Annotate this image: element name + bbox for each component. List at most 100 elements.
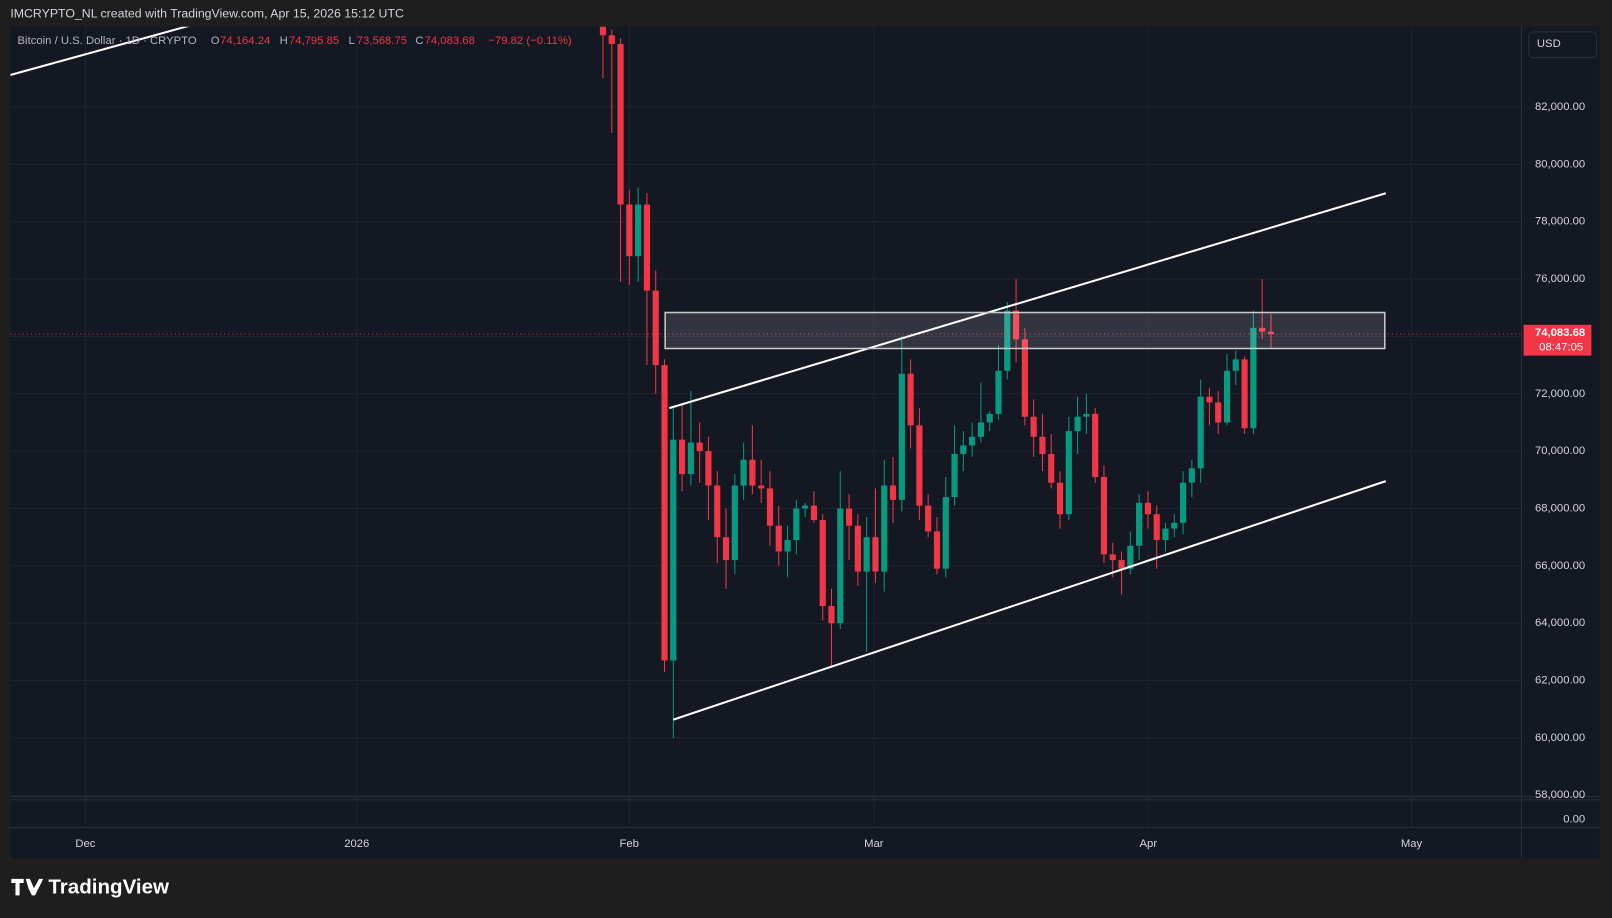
y-tick-label: 72,000.00 bbox=[1535, 388, 1585, 400]
candle-body bbox=[916, 425, 923, 506]
candle-body bbox=[749, 459, 756, 486]
candle-body bbox=[1012, 310, 1020, 340]
candle-body bbox=[925, 505, 932, 532]
legend-label: C bbox=[415, 35, 423, 47]
candle-body bbox=[1074, 416, 1081, 432]
candle-body bbox=[872, 537, 879, 572]
candle-body bbox=[1083, 413, 1090, 417]
candle-body bbox=[1004, 310, 1011, 371]
candle-body bbox=[1048, 454, 1055, 483]
candle-body bbox=[766, 488, 774, 526]
candle-body bbox=[942, 497, 949, 569]
candle-body bbox=[1127, 545, 1134, 569]
candle-body bbox=[995, 370, 1002, 414]
candle-body bbox=[1136, 502, 1143, 546]
y-tick-label: 78,000.00 bbox=[1535, 216, 1585, 228]
currency[interactable]: USD bbox=[1537, 38, 1561, 50]
candle-body bbox=[670, 439, 677, 661]
candle-body bbox=[643, 204, 651, 291]
candle-body bbox=[793, 508, 800, 541]
candle-body bbox=[802, 505, 809, 509]
candle-body bbox=[951, 454, 958, 498]
chart-panel bbox=[10, 26, 1600, 859]
candle-body bbox=[1223, 370, 1231, 423]
legend-label: O bbox=[211, 35, 220, 47]
candle-body bbox=[889, 485, 897, 500]
candle-body bbox=[810, 505, 817, 520]
candle-body bbox=[1100, 476, 1108, 555]
y-tick-label: 80,000.00 bbox=[1535, 158, 1585, 170]
candle-body bbox=[687, 442, 694, 475]
candle-body bbox=[1188, 468, 1195, 483]
candle-body bbox=[731, 485, 738, 561]
candle-body bbox=[775, 525, 782, 552]
candle-body bbox=[960, 445, 967, 455]
x-tick-label: 2026 bbox=[344, 838, 369, 850]
candle-body bbox=[678, 439, 686, 475]
legend-value: 74,164.24 bbox=[220, 35, 270, 47]
y-tick-label: 0.00 bbox=[1563, 813, 1585, 825]
candle-body bbox=[1109, 554, 1116, 561]
y-tick-label: 68,000.00 bbox=[1535, 502, 1585, 514]
grid bbox=[10, 26, 1522, 828]
channel-upper bbox=[668, 192, 1387, 410]
y-tick-label: 82,000.00 bbox=[1535, 101, 1585, 113]
candle-body bbox=[828, 605, 835, 624]
candle-body bbox=[837, 508, 844, 624]
y-tick-label: 62,000.00 bbox=[1535, 675, 1585, 687]
legend-label: H bbox=[280, 35, 288, 47]
candle-body bbox=[617, 43, 624, 205]
legend-label: L bbox=[349, 35, 355, 47]
candle-body bbox=[1259, 327, 1266, 332]
candle-body bbox=[1197, 396, 1204, 469]
channel-lower bbox=[673, 480, 1387, 721]
trend-line bbox=[10, 26, 190, 77]
candle-body bbox=[1021, 339, 1028, 417]
candle-body bbox=[1241, 359, 1248, 429]
currency-button[interactable] bbox=[1528, 31, 1598, 59]
candle-body bbox=[626, 204, 633, 257]
brand-name: TradingView bbox=[48, 876, 170, 899]
x-tick-label: May bbox=[1401, 838, 1423, 850]
candle-body bbox=[740, 459, 747, 486]
x-tick-label: Mar bbox=[864, 838, 884, 850]
resistance-zone bbox=[664, 311, 1386, 350]
candle-body bbox=[819, 519, 826, 606]
header: IMCRYPTO_NL created with TradingView.com… bbox=[10, 7, 404, 21]
price-tag-label: 74,083.68 bbox=[1535, 327, 1585, 339]
candle-body bbox=[881, 485, 888, 572]
candle-body bbox=[986, 413, 993, 423]
legend: Bitcoin / U.S. Dollar · 1D · CRYPTO O 74… bbox=[18, 35, 572, 47]
candle-body bbox=[1162, 528, 1169, 541]
candle-body bbox=[854, 525, 861, 572]
legend-value: 74,795.85 bbox=[289, 35, 339, 47]
candle-body bbox=[1232, 359, 1239, 371]
countdown: 08:47:05 bbox=[1539, 341, 1583, 353]
legend-change: −79.82 (−0.11%) bbox=[488, 35, 572, 47]
candle-body bbox=[1030, 416, 1037, 437]
candle-body bbox=[722, 537, 730, 561]
candle-body bbox=[1267, 331, 1275, 335]
candle-body bbox=[758, 485, 765, 489]
candle-body bbox=[784, 540, 791, 552]
drawings bbox=[10, 26, 1387, 721]
y-tick-label: 70,000.00 bbox=[1535, 445, 1585, 457]
candle-body bbox=[1065, 431, 1072, 515]
candle-body bbox=[1153, 514, 1160, 541]
legend-value: 73,568.75 bbox=[357, 35, 407, 47]
candle-body bbox=[845, 508, 853, 526]
candle-body bbox=[714, 485, 721, 538]
candle-body bbox=[1118, 560, 1125, 569]
candle-body bbox=[1179, 482, 1187, 523]
candle-body bbox=[977, 422, 984, 437]
y-tick-label: 64,000.00 bbox=[1535, 617, 1585, 629]
candle-body bbox=[1056, 482, 1064, 515]
candle-body bbox=[1206, 396, 1213, 403]
brand: TradingView bbox=[11, 876, 170, 899]
candle-body bbox=[907, 373, 914, 426]
logo bbox=[11, 878, 44, 896]
candle-body bbox=[608, 35, 615, 44]
y-tick-label: 60,000.00 bbox=[1535, 732, 1585, 744]
candle-body bbox=[705, 451, 712, 486]
